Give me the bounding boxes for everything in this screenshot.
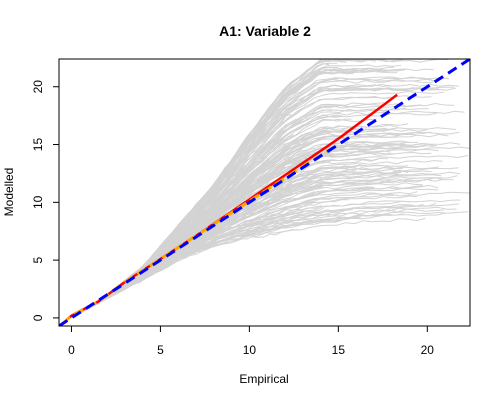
simulation-line xyxy=(71,204,424,319)
simulation-line xyxy=(71,187,439,319)
x-tick-label: 15 xyxy=(332,343,346,357)
y-tick-label: 10 xyxy=(31,195,45,209)
x-tick-label: 20 xyxy=(421,343,435,357)
simulation-line xyxy=(71,177,454,319)
simulation-line xyxy=(71,169,409,319)
series-lines xyxy=(59,59,470,326)
y-tick-label: 20 xyxy=(31,80,45,94)
x-axis-label: Empirical xyxy=(239,372,288,386)
x-tick-label: 5 xyxy=(157,343,164,357)
chart-title: A1: Variable 2 xyxy=(219,23,311,39)
simulation-line xyxy=(71,206,457,319)
x-tick-label: 0 xyxy=(68,343,75,357)
x-axis: 0 5 10 15 20 xyxy=(68,325,435,357)
simulation-line xyxy=(71,191,470,319)
y-axis-label: Modelled xyxy=(2,168,16,217)
simulation-line xyxy=(71,200,411,319)
y-tick-label: 15 xyxy=(31,138,45,152)
simulation-line xyxy=(71,152,394,319)
simulation-line xyxy=(71,142,461,319)
simulation-line xyxy=(71,68,434,319)
simulation-line xyxy=(71,211,469,319)
y-axis: 0 5 10 15 20 xyxy=(31,80,60,321)
x-tick-label: 10 xyxy=(243,343,257,357)
identity-blue-line xyxy=(59,59,470,326)
y-tick-label: 0 xyxy=(31,314,45,321)
empirical-orange-line xyxy=(61,149,331,325)
y-tick-label: 5 xyxy=(31,256,45,263)
